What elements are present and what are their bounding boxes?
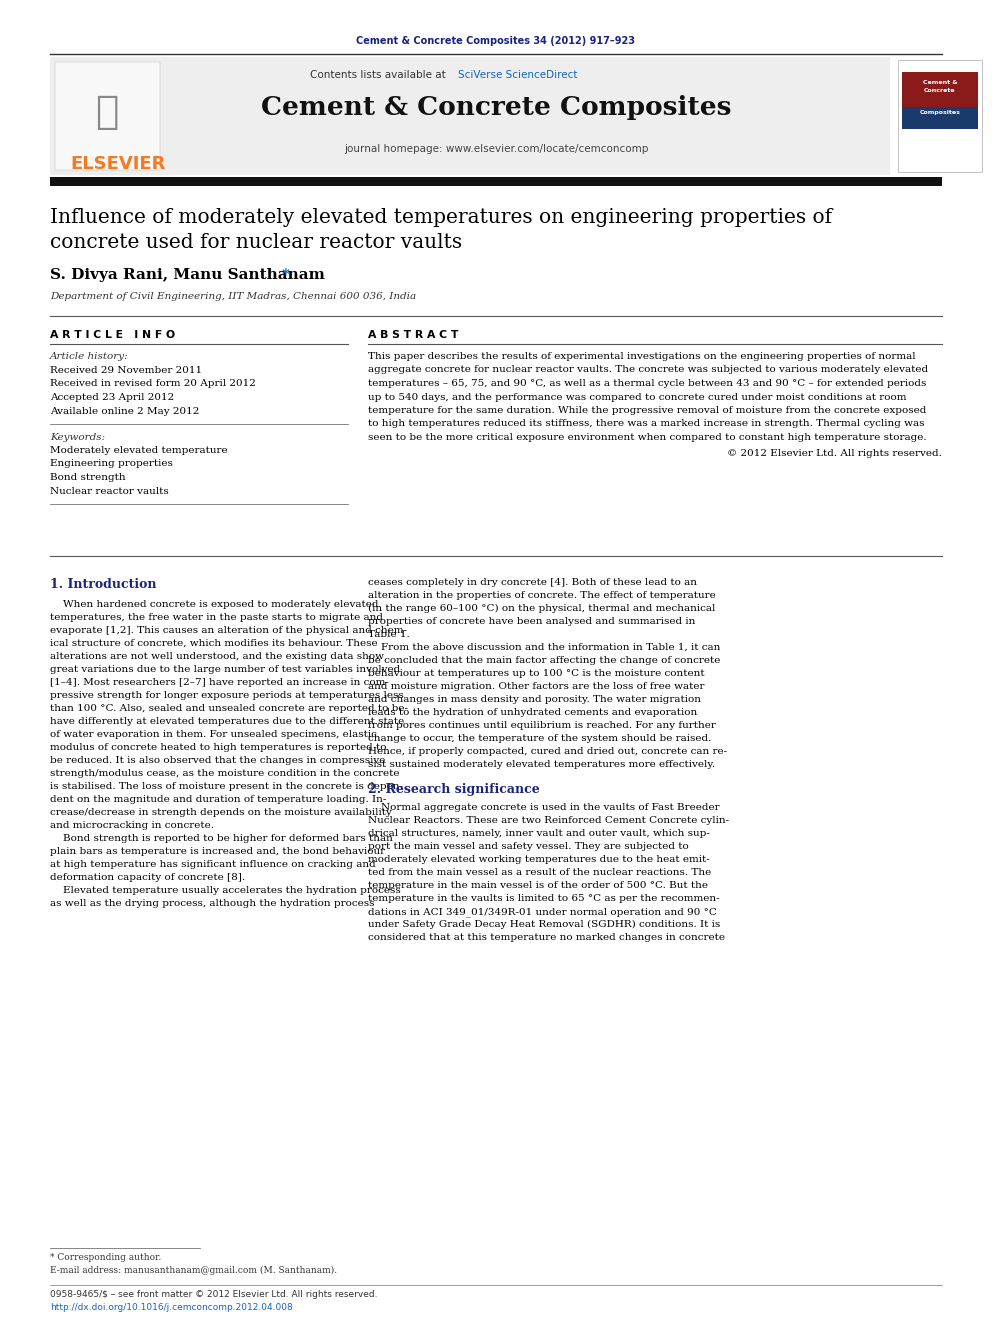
Text: Nuclear Reactors. These are two Reinforced Cement Concrete cylin-: Nuclear Reactors. These are two Reinforc… xyxy=(368,816,729,826)
Text: sist sustained moderately elevated temperatures more effectively.: sist sustained moderately elevated tempe… xyxy=(368,759,715,769)
Text: Hence, if properly compacted, cured and dried out, concrete can re-: Hence, if properly compacted, cured and … xyxy=(368,747,727,755)
Text: of water evaporation in them. For unsealed specimens, elastic: of water evaporation in them. For unseal… xyxy=(50,730,377,740)
Text: Available online 2 May 2012: Available online 2 May 2012 xyxy=(50,406,199,415)
Text: crease/decrease in strength depends on the moisture availability: crease/decrease in strength depends on t… xyxy=(50,808,392,818)
Text: as well as the drying process, although the hydration process: as well as the drying process, although … xyxy=(50,900,375,908)
Text: great variations due to the large number of test variables involved: great variations due to the large number… xyxy=(50,665,400,673)
Text: Cement &: Cement & xyxy=(923,79,957,85)
Text: aggregate concrete for nuclear reactor vaults. The concrete was subjected to var: aggregate concrete for nuclear reactor v… xyxy=(368,365,929,374)
Text: ceases completely in dry concrete [4]. Both of these lead to an: ceases completely in dry concrete [4]. B… xyxy=(368,578,697,587)
Text: pressive strength for longer exposure periods at temperatures less: pressive strength for longer exposure pe… xyxy=(50,691,404,700)
Text: drical structures, namely, inner vault and outer vault, which sup-: drical structures, namely, inner vault a… xyxy=(368,830,710,837)
Text: Bond strength is reported to be higher for deformed bars than: Bond strength is reported to be higher f… xyxy=(50,833,393,843)
Text: Concrete: Concrete xyxy=(925,89,956,93)
Text: Nuclear reactor vaults: Nuclear reactor vaults xyxy=(50,487,169,496)
FancyBboxPatch shape xyxy=(55,62,160,169)
Text: seen to be the more critical exposure environment when compared to constant high: seen to be the more critical exposure en… xyxy=(368,433,927,442)
Text: and moisture migration. Other factors are the loss of free water: and moisture migration. Other factors ar… xyxy=(368,681,704,691)
Text: dent on the magnitude and duration of temperature loading. In-: dent on the magnitude and duration of te… xyxy=(50,795,386,804)
Text: * Corresponding author.: * Corresponding author. xyxy=(50,1253,162,1262)
Text: (in the range 60–100 °C) on the physical, thermal and mechanical: (in the range 60–100 °C) on the physical… xyxy=(368,605,715,613)
Text: moderately elevated working temperatures due to the heat emit-: moderately elevated working temperatures… xyxy=(368,855,709,864)
Text: strength/modulus cease, as the moisture condition in the concrete: strength/modulus cease, as the moisture … xyxy=(50,769,400,778)
Text: Table 1.: Table 1. xyxy=(368,630,410,639)
Text: Elevated temperature usually accelerates the hydration process: Elevated temperature usually accelerates… xyxy=(50,886,401,894)
Text: up to 540 days, and the performance was compared to concrete cured under moist c: up to 540 days, and the performance was … xyxy=(368,393,907,401)
Text: SciVerse ScienceDirect: SciVerse ScienceDirect xyxy=(458,70,577,79)
Text: Cement & Concrete Composites: Cement & Concrete Composites xyxy=(261,95,731,120)
Text: behaviour at temperatures up to 100 °C is the moisture content: behaviour at temperatures up to 100 °C i… xyxy=(368,669,704,677)
Text: Bond strength: Bond strength xyxy=(50,474,126,482)
Text: temperature for the same duration. While the progressive removal of moisture fro: temperature for the same duration. While… xyxy=(368,406,927,415)
Text: ELSEVIER: ELSEVIER xyxy=(70,155,166,173)
Text: Engineering properties: Engineering properties xyxy=(50,459,173,468)
Text: Keywords:: Keywords: xyxy=(50,433,105,442)
Text: ted from the main vessel as a result of the nuclear reactions. The: ted from the main vessel as a result of … xyxy=(368,868,711,877)
Text: A B S T R A C T: A B S T R A C T xyxy=(368,329,458,340)
Text: 0958-9465/$ – see front matter © 2012 Elsevier Ltd. All rights reserved.: 0958-9465/$ – see front matter © 2012 El… xyxy=(50,1290,378,1299)
Text: [1–4]. Most researchers [2–7] have reported an increase in com-: [1–4]. Most researchers [2–7] have repor… xyxy=(50,677,389,687)
Text: be reduced. It is also observed that the changes in compressive: be reduced. It is also observed that the… xyxy=(50,755,385,765)
Text: A R T I C L E   I N F O: A R T I C L E I N F O xyxy=(50,329,176,340)
Text: Article history:: Article history: xyxy=(50,352,129,361)
FancyBboxPatch shape xyxy=(902,71,978,107)
Text: plain bars as temperature is increased and, the bond behaviour: plain bars as temperature is increased a… xyxy=(50,847,385,856)
Text: 1. Introduction: 1. Introduction xyxy=(50,578,157,591)
Text: change to occur, the temperature of the system should be raised.: change to occur, the temperature of the … xyxy=(368,734,711,744)
Text: From the above discussion and the information in Table 1, it can: From the above discussion and the inform… xyxy=(368,643,720,652)
Text: considered that at this temperature no marked changes in concrete: considered that at this temperature no m… xyxy=(368,933,725,942)
Text: ical structure of concrete, which modifies its behaviour. These: ical structure of concrete, which modifi… xyxy=(50,639,378,648)
Text: This paper describes the results of experimental investigations on the engineeri: This paper describes the results of expe… xyxy=(368,352,916,361)
Text: Normal aggregate concrete is used in the vaults of Fast Breeder: Normal aggregate concrete is used in the… xyxy=(368,803,719,812)
FancyBboxPatch shape xyxy=(898,60,982,172)
Text: than 100 °C. Also, sealed and unsealed concrete are reported to be-: than 100 °C. Also, sealed and unsealed c… xyxy=(50,704,408,713)
Text: temperature in the main vessel is of the order of 500 °C. But the: temperature in the main vessel is of the… xyxy=(368,881,708,890)
Text: 🌳: 🌳 xyxy=(95,93,119,131)
Text: modulus of concrete heated to high temperatures is reported to: modulus of concrete heated to high tempe… xyxy=(50,744,387,751)
Text: Received in revised form 20 April 2012: Received in revised form 20 April 2012 xyxy=(50,380,256,389)
Text: Contents lists available at: Contents lists available at xyxy=(310,70,449,79)
Text: have differently at elevated temperatures due to the different state: have differently at elevated temperature… xyxy=(50,717,405,726)
Text: to high temperatures reduced its stiffness, there was a marked increase in stren: to high temperatures reduced its stiffne… xyxy=(368,419,925,429)
Text: and changes in mass density and porosity. The water migration: and changes in mass density and porosity… xyxy=(368,695,701,704)
Text: Department of Civil Engineering, IIT Madras, Chennai 600 036, India: Department of Civil Engineering, IIT Mad… xyxy=(50,292,416,302)
Text: When hardened concrete is exposed to moderately elevated: When hardened concrete is exposed to mod… xyxy=(50,601,379,609)
Text: alterations are not well understood, and the existing data show: alterations are not well understood, and… xyxy=(50,652,384,662)
Text: temperature in the vaults is limited to 65 °C as per the recommen-: temperature in the vaults is limited to … xyxy=(368,894,719,904)
Text: *: * xyxy=(282,269,290,282)
Text: concrete used for nuclear reactor vaults: concrete used for nuclear reactor vaults xyxy=(50,233,462,251)
Text: journal homepage: www.elsevier.com/locate/cemconcomp: journal homepage: www.elsevier.com/locat… xyxy=(344,144,648,153)
Text: E-mail address: manusanthanam@gmail.com (M. Santhanam).: E-mail address: manusanthanam@gmail.com … xyxy=(50,1266,337,1275)
Text: port the main vessel and safety vessel. They are subjected to: port the main vessel and safety vessel. … xyxy=(368,841,688,851)
Text: from pores continues until equilibrium is reached. For any further: from pores continues until equilibrium i… xyxy=(368,721,716,730)
Text: temperatures, the free water in the paste starts to migrate and: temperatures, the free water in the past… xyxy=(50,613,383,622)
Text: Accepted 23 April 2012: Accepted 23 April 2012 xyxy=(50,393,175,402)
Text: Composites: Composites xyxy=(920,110,960,115)
FancyBboxPatch shape xyxy=(902,107,978,130)
Text: S. Divya Rani, Manu Santhanam: S. Divya Rani, Manu Santhanam xyxy=(50,269,324,282)
Text: alteration in the properties of concrete. The effect of temperature: alteration in the properties of concrete… xyxy=(368,591,716,601)
Text: and microcracking in concrete.: and microcracking in concrete. xyxy=(50,822,214,830)
Text: 2. Research significance: 2. Research significance xyxy=(368,783,540,796)
Text: properties of concrete have been analysed and summarised in: properties of concrete have been analyse… xyxy=(368,617,695,626)
Text: temperatures – 65, 75, and 90 °C, as well as a thermal cycle between 43 and 90 °: temperatures – 65, 75, and 90 °C, as wel… xyxy=(368,378,927,388)
Text: is stabilised. The loss of moisture present in the concrete is depen-: is stabilised. The loss of moisture pres… xyxy=(50,782,403,791)
Text: evaporate [1,2]. This causes an alteration of the physical and chem-: evaporate [1,2]. This causes an alterati… xyxy=(50,626,407,635)
Text: © 2012 Elsevier Ltd. All rights reserved.: © 2012 Elsevier Ltd. All rights reserved… xyxy=(727,448,942,458)
FancyBboxPatch shape xyxy=(50,177,942,187)
Text: dations in ACI 349_01/349R-01 under normal operation and 90 °C: dations in ACI 349_01/349R-01 under norm… xyxy=(368,908,717,917)
Text: under Safety Grade Decay Heat Removal (SGDHR) conditions. It is: under Safety Grade Decay Heat Removal (S… xyxy=(368,919,720,929)
Text: Moderately elevated temperature: Moderately elevated temperature xyxy=(50,446,227,455)
Text: at high temperature has significant influence on cracking and: at high temperature has significant infl… xyxy=(50,860,376,869)
Text: Influence of moderately elevated temperatures on engineering properties of: Influence of moderately elevated tempera… xyxy=(50,208,832,228)
Text: http://dx.doi.org/10.1016/j.cemconcomp.2012.04.008: http://dx.doi.org/10.1016/j.cemconcomp.2… xyxy=(50,1303,293,1312)
Text: be concluded that the main factor affecting the change of concrete: be concluded that the main factor affect… xyxy=(368,656,720,665)
FancyBboxPatch shape xyxy=(50,57,890,175)
Text: Cement & Concrete Composites 34 (2012) 917–923: Cement & Concrete Composites 34 (2012) 9… xyxy=(356,36,636,46)
Text: deformation capacity of concrete [8].: deformation capacity of concrete [8]. xyxy=(50,873,245,882)
Text: Received 29 November 2011: Received 29 November 2011 xyxy=(50,366,202,374)
Text: leads to the hydration of unhydrated cements and evaporation: leads to the hydration of unhydrated cem… xyxy=(368,708,697,717)
